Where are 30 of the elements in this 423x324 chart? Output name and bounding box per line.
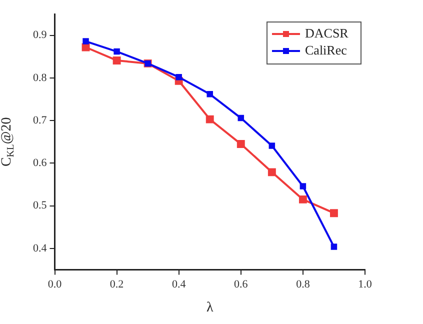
point (206, 91, 213, 98)
point (176, 74, 182, 80)
point (300, 183, 306, 190)
x-axis-title: λ (206, 300, 214, 316)
x-tick-label: 0.0 (48, 278, 62, 290)
point (82, 38, 89, 44)
point (298, 195, 307, 204)
y-tick-label: 0.4 (33, 242, 48, 254)
point (112, 56, 121, 64)
point (114, 48, 120, 55)
y-tick-label: 0.7 (33, 114, 48, 126)
point (236, 140, 245, 148)
y-tick-label: 0.5 (33, 200, 48, 212)
point (330, 244, 338, 250)
x-tick-label: 0.4 (172, 278, 186, 290)
x-tick-label: 0.6 (234, 278, 248, 290)
point (330, 209, 338, 218)
x-tick-label: 0.2 (110, 278, 124, 290)
legend-label: CaliRec (305, 42, 348, 58)
y-tick-label: 0.6 (33, 157, 48, 170)
point (238, 114, 244, 122)
y-axis-title: CKL@20 (0, 117, 17, 167)
x-tick-label: 0.8 (296, 278, 310, 290)
point (206, 115, 214, 124)
point (268, 168, 276, 176)
point (268, 142, 276, 149)
x-tick-label: 1.0 (358, 278, 372, 290)
legend-label: DACSR (305, 25, 349, 40)
y-tick-label: 0.9 (33, 29, 48, 42)
y-tick-label: 0.8 (33, 72, 48, 84)
